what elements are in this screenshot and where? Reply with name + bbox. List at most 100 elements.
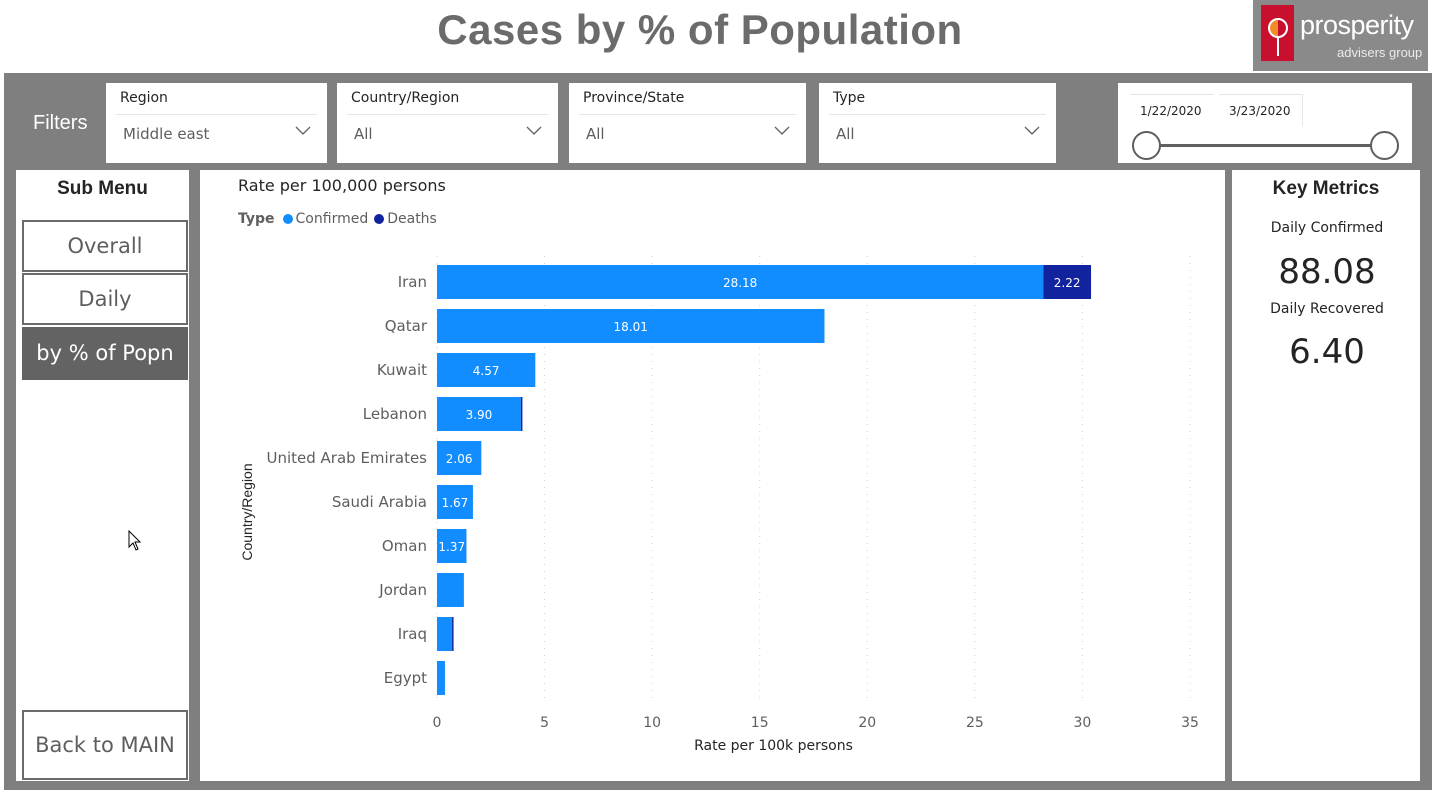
logo-mark-icon	[1261, 5, 1294, 61]
y-category-label: Kuwait	[377, 361, 427, 379]
daily-button[interactable]: Daily	[22, 273, 188, 325]
bar-confirmed	[437, 441, 482, 475]
y-category-label: Iraq	[398, 625, 427, 643]
company-logo: prosperity advisers group	[1253, 0, 1428, 71]
chart-panel: 0 5 10 15 20 25 30 35 Rate per 100k persons Count…	[200, 170, 1225, 781]
start-slider-handle[interactable]	[1132, 131, 1161, 160]
data-label: 1.37	[438, 540, 465, 554]
daily-recovered-value: 6.40	[1289, 332, 1365, 372]
bar-confirmed	[437, 529, 467, 563]
chevron-down-icon[interactable]	[1024, 123, 1040, 137]
overall-button[interactable]: Overall	[22, 220, 188, 272]
page-title: Cases by % of Population	[437, 6, 963, 53]
bar-confirmed	[437, 265, 1044, 299]
x-tick-label: 30	[1074, 715, 1092, 731]
data-label: 1.67	[442, 496, 469, 510]
x-tick-label: 25	[966, 715, 984, 731]
data-label: 4.57	[473, 364, 500, 378]
x-tick-label: 10	[643, 715, 661, 731]
bar-confirmed	[437, 353, 536, 387]
bar-deaths	[1043, 265, 1092, 299]
by-population-button[interactable]: by % of Popn	[22, 327, 188, 380]
chevron-down-icon[interactable]	[526, 123, 542, 137]
slicer-title: Country/Region	[351, 90, 460, 106]
legend-item-deaths[interactable]: Deaths	[374, 211, 437, 227]
slicer-divider	[116, 114, 317, 115]
legend-dot-icon	[374, 214, 385, 224]
logo-stem-icon	[1277, 38, 1279, 56]
slicer-value[interactable]: Middle east	[123, 125, 210, 143]
data-label: 3.90	[466, 408, 493, 422]
bar-confirmed	[437, 617, 453, 651]
back-to-main-button[interactable]: Back to MAIN	[22, 710, 188, 780]
sub-menu-title: Sub Menu	[57, 178, 148, 199]
region-slicer[interactable]: Region Middle east	[106, 83, 327, 163]
bar-chart: 0 5 10 15 20 25 30 35 Rate per 100k persons Count…	[239, 256, 1199, 754]
y-category-label: Oman	[382, 537, 427, 555]
slicer-value[interactable]: All	[354, 125, 373, 143]
start-date-input[interactable]: 1/22/2020	[1130, 94, 1214, 126]
bar-deaths	[452, 617, 454, 651]
end-date-input[interactable]: 3/23/2020	[1219, 94, 1303, 126]
filters-label: Filters	[33, 112, 88, 134]
bar-confirmed	[437, 661, 445, 695]
legend-label: Confirmed	[295, 211, 369, 227]
daily-confirmed-value: 88.08	[1278, 252, 1376, 292]
slicer-title: Province/State	[583, 90, 685, 106]
legend-label: Deaths	[387, 211, 437, 227]
legend-title: Type	[238, 211, 275, 227]
chevron-down-icon[interactable]	[774, 123, 790, 137]
key-metrics-title: Key Metrics	[1272, 178, 1380, 199]
data-label: 2.22	[1054, 276, 1081, 290]
y-category-label: Saudi Arabia	[332, 493, 427, 511]
slicer-title: Type	[833, 90, 866, 106]
logo-circle-icon	[1268, 18, 1288, 38]
date-range-slicer[interactable]: 1/22/2020 3/23/2020	[1118, 83, 1412, 163]
legend-dot-icon	[282, 214, 293, 224]
x-tick-label: 0	[433, 715, 442, 731]
bar-deaths	[520, 397, 523, 431]
daily-recovered-label: Daily Recovered	[1270, 301, 1384, 317]
slicer-divider	[579, 114, 796, 115]
slicer-value[interactable]: All	[836, 125, 855, 143]
data-label: 18.01	[614, 320, 648, 334]
x-tick-label: 5	[540, 715, 549, 731]
province-state-slicer[interactable]: Province/State All	[569, 83, 806, 163]
slicer-value[interactable]: All	[586, 125, 605, 143]
date-slider-track[interactable]	[1146, 144, 1386, 147]
x-axis-title: Rate per 100k persons	[694, 738, 853, 754]
y-category-label: Egypt	[384, 669, 427, 687]
bar-confirmed	[437, 485, 473, 519]
slicer-title: Region	[120, 90, 168, 106]
data-label: 2.06	[446, 452, 473, 466]
mouse-cursor-icon	[128, 530, 142, 551]
report-header: Cases by % of Population prosperity advi…	[0, 0, 1432, 73]
chart-title: Rate per 100,000 persons	[238, 176, 446, 195]
daily-confirmed-label: Daily Confirmed	[1270, 220, 1384, 236]
sub-menu-panel: Sub Menu Overall Daily by % of Popn Back…	[16, 170, 189, 781]
end-slider-handle[interactable]	[1370, 131, 1399, 160]
x-tick-label: 20	[858, 715, 876, 731]
y-category-label: Qatar	[385, 317, 428, 335]
country-region-slicer[interactable]: Country/Region All	[337, 83, 558, 163]
y-category-label: United Arab Emirates	[266, 449, 427, 467]
legend-item-confirmed[interactable]: Confirmed	[282, 211, 369, 227]
y-axis-title: Country/Region	[239, 463, 255, 560]
chevron-down-icon[interactable]	[295, 123, 311, 137]
chart-legend: Type Confirmed Deaths	[238, 211, 443, 227]
key-metrics-panel: Key Metrics Daily Confirmed 88.08 Daily …	[1232, 170, 1420, 781]
data-label: 28.18	[723, 276, 757, 290]
x-tick-label: 15	[751, 715, 769, 731]
type-slicer[interactable]: Type All	[819, 83, 1056, 163]
y-category-label: Iran	[398, 273, 427, 291]
y-category-label: Jordan	[378, 581, 427, 599]
slicer-divider	[829, 114, 1046, 115]
logo-name: prosperity	[1300, 10, 1414, 40]
x-tick-label: 35	[1181, 715, 1199, 731]
bar-confirmed	[437, 397, 521, 431]
bar-confirmed	[437, 309, 825, 343]
slicer-divider	[347, 114, 548, 115]
bar-confirmed	[437, 573, 464, 607]
y-category-label: Lebanon	[363, 405, 427, 423]
logo-subtitle: advisers group	[1337, 45, 1423, 60]
